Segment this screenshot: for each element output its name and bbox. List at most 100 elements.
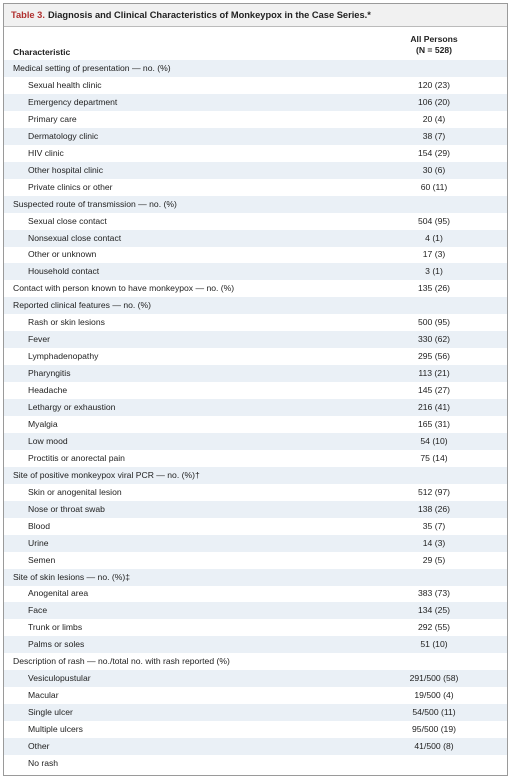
table-row: Palms or soles 51 (10): [4, 636, 507, 654]
table-row: Trunk or limbs 292 (55): [4, 619, 507, 636]
table-row: Anogenital area 383 (73): [4, 585, 507, 602]
row-label: Rash or skin lesions: [28, 317, 105, 328]
cell-value: 14 (3): [422, 537, 446, 548]
row-label: Primary care: [28, 113, 77, 124]
row-label: Other or unknown: [28, 249, 97, 260]
table-row: Headache 145 (27): [4, 382, 507, 399]
table-row: HIV clinic 154 (29): [4, 145, 507, 162]
section-row: Reported clinical features — no. (%): [4, 297, 507, 315]
row-label: Anogenital area: [28, 588, 89, 599]
table-row: Lethargy or exhaustion 216 (41): [4, 399, 507, 416]
column-header-line: All Persons: [410, 34, 458, 44]
row-label: Single ulcer: [28, 707, 73, 718]
table-header: Characteristic All Persons (N = 528): [4, 28, 507, 61]
row-label: Low mood: [28, 435, 68, 446]
title-text: Diagnosis and Clinical Characteristics o…: [47, 10, 371, 20]
section-heading: Site of positive monkeypox viral PCR — n…: [13, 469, 200, 480]
row-label: Pharyngitis: [28, 368, 71, 379]
cell-value: 512 (97): [417, 486, 450, 497]
row-label: Face: [28, 605, 48, 616]
table-title: Table 3. Diagnosis and Clinical Character…: [4, 4, 507, 27]
section-heading: Contact with person known to have monkey…: [13, 283, 235, 294]
row-label: Fever: [28, 334, 50, 345]
section-heading: Description of rash — no./total no. with…: [13, 656, 230, 667]
cell-value: 154 (29): [417, 147, 450, 158]
row-label: Private clinics or other: [28, 181, 113, 192]
cell-value: 51 (10): [420, 639, 448, 650]
table-row: Nose or throat swab 138 (26): [4, 500, 507, 518]
table-row: Sexual health clinic 120 (23): [4, 77, 507, 94]
cell-value: 134 (25): [417, 605, 450, 616]
table-row: Rash or skin lesions 500 (95): [4, 314, 507, 331]
cell-value: 113 (21): [418, 368, 450, 379]
cell-value: 20 (4): [422, 113, 446, 124]
row-label: Other hospital clinic: [28, 164, 103, 175]
row-label: Household contact: [28, 266, 100, 277]
cell-value: 54/500 (11): [412, 707, 456, 718]
table-row: Private clinics or other 60 (11): [4, 179, 507, 196]
cell-value: 38 (7): [422, 130, 446, 141]
row-label: Myalgia: [28, 418, 58, 429]
cell-value: 41/500 (8): [414, 741, 454, 751]
row-label: Headache: [28, 385, 68, 396]
table-row: Emergency department 106 (20): [4, 93, 507, 111]
cell-value: 3 (1): [425, 266, 443, 277]
row-label: Urine: [28, 537, 49, 548]
cell-value: 106 (20): [417, 96, 450, 107]
section-heading: Reported clinical features — no. (%): [13, 300, 152, 311]
row-label: Lymphadenopathy: [28, 351, 99, 362]
section-row: Suspected route of transmission — no. (%…: [4, 195, 507, 213]
row-label: Semen: [28, 554, 56, 565]
row-label: Skin or anogenital lesion: [28, 486, 122, 497]
table-row: Household contact 3 (1): [4, 263, 507, 281]
row-label: Lethargy or exhaustion: [28, 402, 116, 412]
section-row: Contact with person known to have monkey…: [4, 280, 507, 297]
table-row: No rash: [4, 755, 507, 772]
table-row: Lymphadenopathy 295 (56): [4, 348, 507, 365]
section-row: Site of skin lesions — no. (%)‡: [4, 568, 507, 586]
section-heading: Medical setting of presentation — no. (%…: [13, 63, 171, 73]
column-header: All Persons (N = 528): [384, 34, 484, 56]
cell-value: 330 (62): [417, 334, 450, 345]
row-label: Nonsexual close contact: [28, 232, 122, 243]
column-header-line: (N = 528): [415, 45, 453, 55]
table-row: Nonsexual close contact 4 (1): [4, 229, 507, 247]
table-frame: Table 3. Diagnosis and Clinical Character…: [3, 3, 508, 776]
cell-value: 60 (11): [420, 181, 448, 192]
row-label: Blood: [28, 520, 50, 531]
cell-value: 500 (95): [417, 317, 450, 328]
cell-value: 145 (27): [417, 385, 450, 396]
row-label: Sexual close contact: [28, 215, 107, 226]
table-row: Pharyngitis 113 (21): [4, 365, 507, 383]
section-row: Description of rash — no./total no. with…: [4, 653, 507, 670]
section-row: Medical setting of presentation — no. (%…: [4, 60, 507, 77]
column-header: Characteristic: [13, 47, 71, 57]
cell-value: 4 (1): [425, 232, 443, 243]
table-row: Skin or anogenital lesion 512 (97): [4, 484, 507, 501]
cell-value: 75 (14): [420, 452, 448, 463]
table-row: Sexual close contact 504 (95): [4, 213, 507, 230]
table-row: Multiple ulcers 95/500 (19): [4, 721, 507, 738]
cell-value: 95/500 (19): [412, 724, 456, 735]
table-row: Vesiculopustular 291/500 (58): [4, 670, 507, 688]
table-row: Myalgia 165 (31): [4, 416, 507, 433]
cell-value: 30 (6): [422, 164, 446, 175]
table-row: Fever 330 (62): [4, 331, 507, 349]
table-row: Primary care 20 (4): [4, 111, 507, 128]
table-row: Face 134 (25): [4, 602, 507, 620]
table-row: Blood 35 (7): [4, 518, 507, 535]
table-row: Semen 29 (5): [4, 552, 507, 569]
section-heading: Suspected route of transmission — no. (%…: [13, 198, 177, 209]
row-label: Other: [28, 741, 50, 751]
row-label: No rash: [28, 757, 59, 768]
cell-value: 216 (41): [417, 402, 450, 412]
table-row: Proctitis or anorectal pain 75 (14): [4, 450, 507, 467]
cell-value: 19/500 (4): [414, 690, 454, 701]
cell-value: 291/500 (58): [409, 673, 459, 684]
row-label: HIV clinic: [28, 147, 64, 158]
table-row: Other 41/500 (8): [4, 738, 507, 755]
cell-value: 120 (23): [417, 79, 450, 90]
table-row: Other or unknown 17 (3): [4, 246, 507, 263]
row-label: Trunk or limbs: [28, 622, 83, 633]
